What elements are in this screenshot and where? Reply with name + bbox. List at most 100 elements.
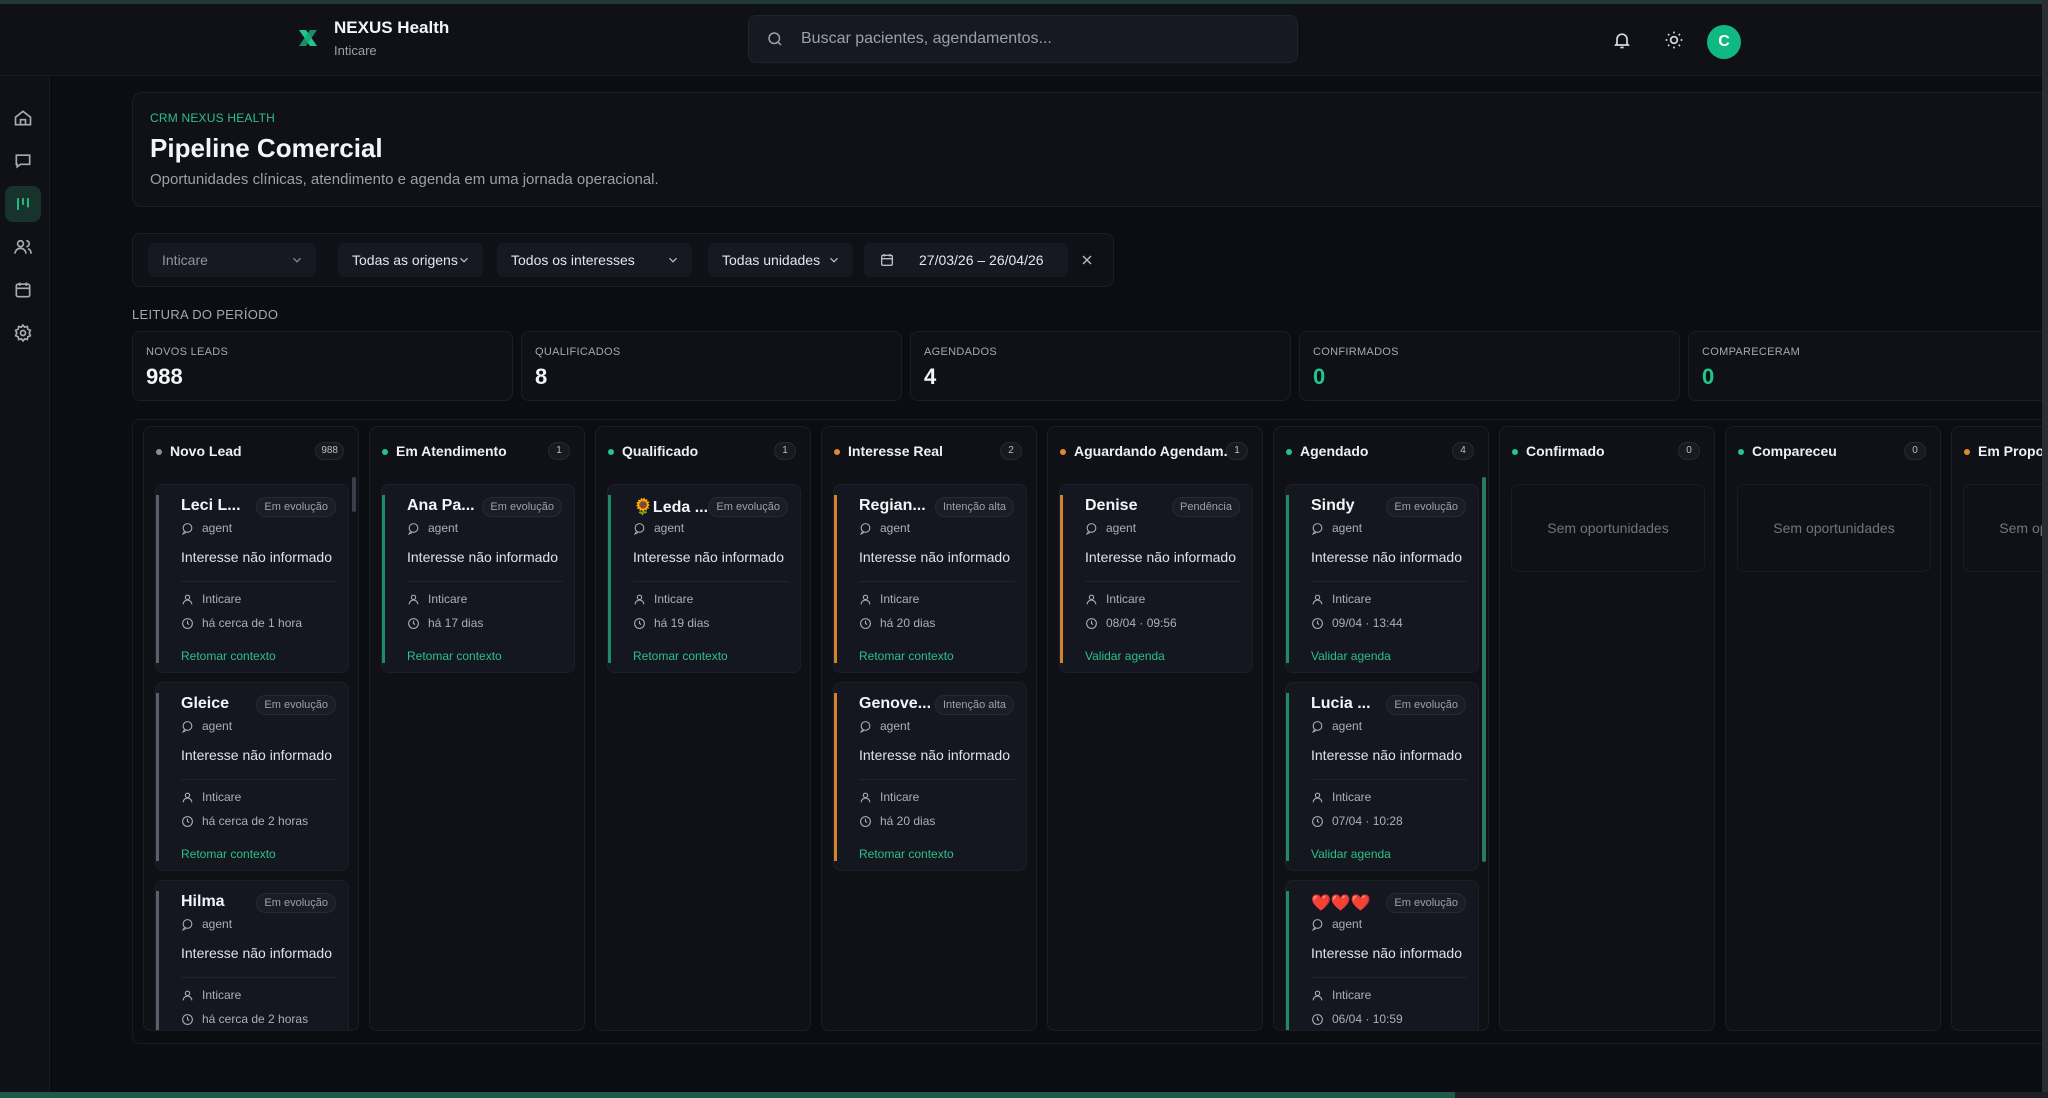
- lead-card[interactable]: 🌻Leda ... Em evolução agent Interesse nã…: [607, 484, 801, 673]
- chat-bubble-icon: [1312, 522, 1323, 535]
- time-row: 07/04 · 10:28: [1311, 814, 1403, 828]
- channel-label: agent: [880, 719, 911, 733]
- user-avatar[interactable]: C: [1707, 25, 1741, 59]
- card-action-link[interactable]: Validar agenda: [1311, 649, 1391, 663]
- lead-card[interactable]: Hilma Em evolução agent Interesse não in…: [155, 880, 349, 1030]
- chevron-down-icon: [460, 257, 468, 263]
- card-status-bar: [156, 693, 159, 861]
- unit-row: Inticare: [181, 988, 241, 1002]
- card-divider: [181, 779, 337, 780]
- channel-row: agent: [181, 521, 232, 535]
- column-header: Compareceu 0: [1726, 427, 1940, 473]
- lead-card[interactable]: Ana Pa... Em evolução agent Interesse nã…: [381, 484, 575, 673]
- nav-calendar[interactable]: [5, 272, 41, 308]
- units-select[interactable]: Todas unidades: [708, 243, 853, 277]
- bell-icon[interactable]: [1612, 30, 1632, 50]
- nav-home[interactable]: [5, 100, 41, 136]
- brand[interactable]: NEXUS Health Inticare: [296, 18, 449, 58]
- kanban-board: Novo Lead 988 Leci L... Em evolução agen…: [132, 419, 2048, 1044]
- lead-card[interactable]: Leci L... Em evolução agent Interesse nã…: [155, 484, 349, 673]
- card-action-link[interactable]: Validar agenda: [1311, 847, 1391, 861]
- card-action-link[interactable]: Retomar contexto: [633, 649, 728, 663]
- kanban-column-compareceu: Compareceu 0 Sem oportunidades: [1725, 426, 1941, 1031]
- metric-label: COMPARECERAM: [1702, 346, 1801, 358]
- kanban-column-interesse-real: Interesse Real 2 Regian... Intenção alta…: [821, 426, 1037, 1031]
- user-icon: [182, 792, 193, 802]
- unit-label: Inticare: [1106, 592, 1146, 606]
- status-dot: [1964, 449, 1970, 455]
- channel-label: agent: [202, 917, 233, 931]
- card-action-link[interactable]: Retomar contexto: [181, 649, 276, 663]
- channel-label: agent: [654, 521, 685, 535]
- metric-label: AGENDADOS: [924, 346, 997, 358]
- metric-new-leads: NOVOS LEADS 988: [132, 331, 513, 401]
- lead-card[interactable]: Genove... Intenção alta agent Interesse …: [833, 682, 1027, 871]
- column-scrollbar[interactable]: [1482, 477, 1486, 862]
- nav-messages[interactable]: [5, 143, 41, 179]
- card-action-link[interactable]: Retomar contexto: [859, 847, 954, 861]
- interest-select[interactable]: Todos os interesses: [497, 243, 692, 277]
- card-status-bar: [382, 495, 385, 663]
- card-action-link[interactable]: Retomar contexto: [859, 649, 954, 663]
- card-action-link[interactable]: Validar agenda: [1085, 649, 1165, 663]
- metric-label: QUALIFICADOS: [535, 346, 621, 358]
- column-count: 1: [1226, 442, 1248, 460]
- card-action-link[interactable]: Retomar contexto: [181, 847, 276, 861]
- search-input[interactable]: [801, 30, 1261, 48]
- brand-title: NEXUS Health: [334, 18, 450, 37]
- kanban-column-novo-lead: Novo Lead 988 Leci L... Em evolução agen…: [143, 426, 359, 1031]
- kanban-column-em-atendimento: Em Atendimento 1 Ana Pa... Em evolução a…: [369, 426, 585, 1031]
- lead-card[interactable]: Gleice Em evolução agent Interesse não i…: [155, 682, 349, 871]
- interest-text: Interesse não informado: [1311, 747, 1462, 763]
- time-row: 08/04 · 09:56: [1085, 616, 1177, 630]
- origin-select-value: Todas as origens: [352, 252, 458, 268]
- time-label: há 19 dias: [654, 616, 710, 630]
- lead-name: Genove...: [859, 695, 932, 712]
- kanban-column-em-proposta: Em Proposta Sem oportunidades: [1951, 426, 2048, 1031]
- gear-icon: [14, 323, 32, 343]
- close-icon[interactable]: [1079, 252, 1095, 268]
- horizontal-scrollbar[interactable]: [0, 1092, 2048, 1098]
- kanban-column-agendado: Agendado 4 Sindy Em evolução agent Inter…: [1273, 426, 1489, 1031]
- lead-card[interactable]: Denise Pendência agent Interesse não inf…: [1059, 484, 1253, 673]
- status-dot: [1738, 449, 1744, 455]
- time-row: 09/04 · 13:44: [1311, 616, 1403, 630]
- lead-card[interactable]: Lucia ... Em evolução agent Interesse nã…: [1285, 682, 1479, 871]
- sidebar: [0, 76, 50, 1092]
- channel-row: agent: [633, 521, 684, 535]
- nav-settings[interactable]: [5, 315, 41, 351]
- page-header-card: CRM NEXUS HEALTH Pipeline Comercial Opor…: [132, 92, 2048, 207]
- card-action-link[interactable]: Retomar contexto: [407, 649, 502, 663]
- column-count: 0: [1904, 442, 1926, 460]
- column-title: Aguardando Agendam...: [1074, 443, 1236, 459]
- metric-value: 0: [1702, 364, 1715, 389]
- card-status-bar: [1286, 693, 1289, 861]
- time-label: 07/04 · 10:28: [1332, 814, 1403, 828]
- date-range-picker[interactable]: 27/03/26 – 26/04/26: [864, 243, 1068, 277]
- channel-label: agent: [202, 719, 233, 733]
- column-header: Em Atendimento 1: [370, 427, 584, 473]
- lead-card[interactable]: Sindy Em evolução agent Interesse não in…: [1285, 484, 1479, 673]
- channel-row: agent: [407, 521, 458, 535]
- time-label: 09/04 · 13:44: [1332, 616, 1403, 630]
- lead-card[interactable]: Regian... Intenção alta agent Interesse …: [833, 484, 1027, 673]
- lead-card[interactable]: ❤️❤️❤️ Em evolução agent Interesse não i…: [1285, 880, 1479, 1030]
- nav-pipeline[interactable]: [5, 186, 41, 222]
- column-scrollbar[interactable]: [352, 477, 356, 512]
- top-accent-line: [0, 0, 2048, 4]
- unit-row: Inticare: [1311, 790, 1371, 804]
- metric-label: NOVOS LEADS: [146, 346, 229, 358]
- time-label: há cerca de 2 horas: [202, 1012, 309, 1026]
- clock-icon: [860, 617, 871, 629]
- lead-name: Ana Pa...: [407, 497, 475, 514]
- nav-contacts[interactable]: [5, 229, 41, 265]
- sun-icon[interactable]: [1664, 30, 1684, 50]
- unit-label: Inticare: [1332, 592, 1372, 606]
- clock-icon: [182, 1013, 193, 1025]
- origin-select[interactable]: Todas as origens: [338, 243, 483, 277]
- search-box[interactable]: [748, 15, 1298, 63]
- horizontal-scrollbar-thumb[interactable]: [0, 1092, 1455, 1098]
- column-title: Agendado: [1300, 443, 1369, 459]
- unit-label: Inticare: [1332, 988, 1372, 1002]
- unit-select[interactable]: Inticare: [148, 243, 316, 277]
